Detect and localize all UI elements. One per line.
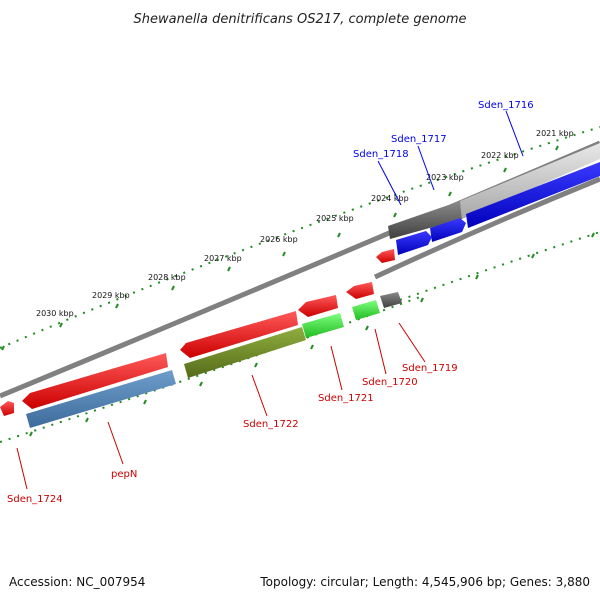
cds-sden-1720 [352,300,380,320]
tick-label-2024: 2024 kbp [371,194,409,203]
gene-arrow-sden-1718[interactable] [396,231,432,255]
gene-arrow-sden-1720[interactable] [346,282,374,299]
gene-arrow-sden-1717[interactable] [430,218,466,242]
kbp-tick-labels: 2021 kbp 2022 kbp 2023 kbp 2024 kbp 2025… [36,129,574,318]
label-sden-1720[interactable]: Sden_1720 [362,377,418,388]
label-pepn[interactable]: pepN [111,469,137,480]
outer-tick-track [0,126,600,349]
leader-sden-1717 [417,145,435,191]
cds-sden-1722 [184,327,306,378]
gene-arrow-pepn[interactable] [22,353,168,409]
cds-sden-1721 [302,313,344,338]
tick-label-2026: 2026 kbp [260,235,298,244]
inner-major-ticks [29,232,595,437]
accession-text: Accession: NC_007954 [9,575,145,589]
gene-arrow-sden-1719[interactable] [376,249,395,263]
cds-pepn [26,370,176,428]
gene-arrow-sden-1724[interactable] [0,401,14,416]
genome-summary-text: Topology: circular; Length: 4,545,906 bp… [259,575,590,589]
tick-label-2023: 2023 kbp [426,173,464,182]
gene-band-light [460,143,600,219]
tick-label-2021: 2021 kbp [536,129,574,138]
map-title: Shewanella denitrificans OS217, complete… [134,12,467,27]
label-sden-1716[interactable]: Sden_1716 [478,100,534,111]
gene-arrow-sden-1721[interactable] [298,295,338,317]
plus-gene-labels: Sden_1716 Sden_1717 Sden_1718 [353,100,534,206]
tick-label-2028: 2028 kbp [148,273,186,282]
leader-sden-1722 [251,374,268,417]
gene-arrow-sden-1722[interactable] [180,311,298,358]
label-sden-1719[interactable]: Sden_1719 [402,363,458,374]
tick-label-2025: 2025 kbp [316,214,354,223]
leader-sden-1720 [374,328,387,375]
inner-tick-track-left [0,296,421,443]
tick-label-2030: 2030 kbp [36,309,74,318]
label-sden-1721[interactable]: Sden_1721 [318,393,374,404]
minus-gene-labels: Sden_1719 Sden_1720 Sden_1721 Sden_1722 … [7,322,458,505]
cds-sden-1719 [380,292,402,308]
leader-sden-1716 [505,110,524,157]
leader-sden-1718 [377,160,402,206]
label-sden-1724[interactable]: Sden_1724 [7,494,63,505]
backbone-inner-arc [373,176,600,280]
label-sden-1717[interactable]: Sden_1717 [391,134,447,145]
tick-label-2022: 2022 kbp [481,151,519,160]
gene-arrow-sden-1716[interactable] [466,162,600,228]
leader-sden-1724 [16,447,28,490]
tick-label-2029: 2029 kbp [92,291,130,300]
gene-band-dark [388,201,462,239]
label-sden-1722[interactable]: Sden_1722 [243,419,299,430]
leader-pepn [107,421,124,465]
label-sden-1718[interactable]: Sden_1718 [353,149,409,160]
leader-sden-1719 [398,322,426,363]
inner-tick-track-right [399,231,600,301]
leader-sden-1721 [330,345,343,391]
outer-major-ticks [1,145,559,351]
tick-label-2027: 2027 kbp [204,254,242,263]
